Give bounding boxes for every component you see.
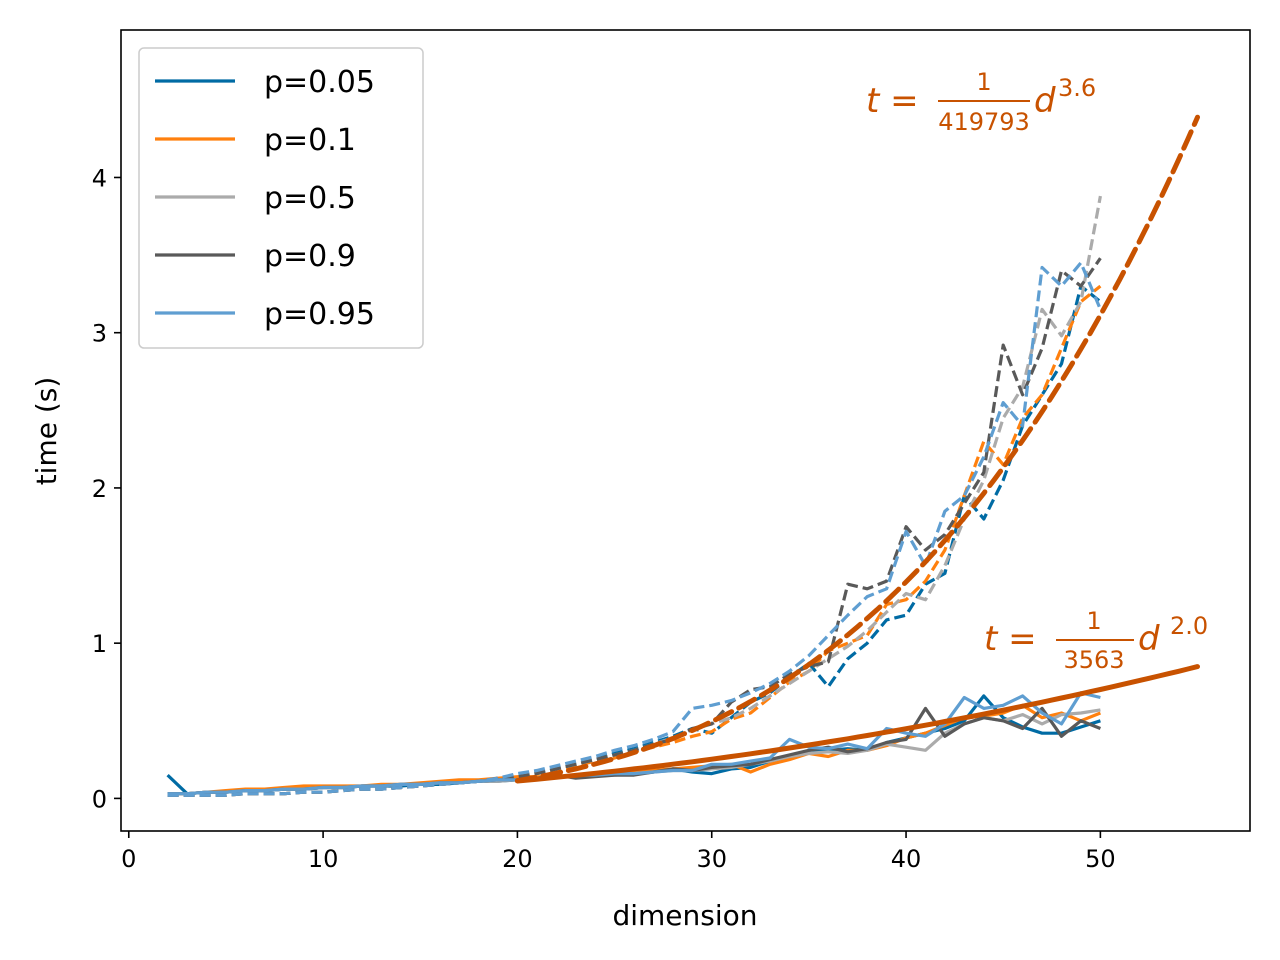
y-tick-label-4: 4: [92, 164, 107, 192]
fit-quadratic-curve: [514, 664, 1200, 784]
legend-label-p05: p=0.5: [264, 181, 356, 216]
legend: p=0.05 p=0.1 p=0.5 p=0.9 p=0.95: [138, 47, 424, 349]
fit-quadratic-numerator: 1: [1086, 607, 1101, 635]
fit-annotation-cubic: t = 1 419793 d 3.6: [866, 68, 1096, 136]
fit-cubic-numerator: 1: [976, 68, 991, 96]
fit-quadratic-denominator: 3563: [1063, 646, 1124, 674]
x-tick-label-20: 20: [502, 845, 533, 873]
x-tick-label-0: 0: [121, 845, 136, 873]
legend-box: [138, 47, 424, 349]
x-axis-label: dimension: [612, 899, 757, 932]
x-tick-label-30: 30: [696, 845, 727, 873]
x-tick-label-40: 40: [891, 845, 922, 873]
fit-layer: [514, 114, 1200, 784]
y-tick-label-0: 0: [92, 785, 107, 813]
fit-quadratic-prefix: t =: [984, 619, 1037, 659]
y-tick-label-1: 1: [92, 630, 107, 658]
y-axis-label: time (s): [30, 377, 63, 486]
fit-cubic-denominator: 419793: [938, 108, 1030, 136]
legend-label-p09: p=0.9: [264, 239, 356, 274]
x-tick-label-50: 50: [1085, 845, 1116, 873]
legend-label-p005: p=0.05: [264, 65, 375, 100]
plot-frame: [120, 29, 1251, 832]
fit-cubic-prefix: t =: [866, 81, 919, 121]
fit-cubic-curve: [514, 114, 1200, 784]
fit-annotation-quadratic: t = 1 3563 d 2.0: [984, 607, 1208, 674]
legend-label-p095: p=0.95: [264, 297, 375, 332]
fit-cubic-d: d: [1034, 81, 1056, 121]
fit-quadratic-d: d: [1138, 619, 1160, 659]
x-tick-label-10: 10: [308, 845, 339, 873]
axis-layer: 0 10 20 30 40 50 0 1 2 3 4: [92, 164, 1116, 873]
series-p095-dashed: [167, 261, 1102, 797]
legend-label-p01: p=0.1: [264, 123, 356, 158]
y-tick-label-2: 2: [92, 475, 107, 503]
fit-quadratic-exponent: 2.0: [1170, 612, 1208, 640]
y-tick-label-3: 3: [92, 320, 107, 348]
fit-cubic-exponent: 3.6: [1058, 74, 1096, 102]
